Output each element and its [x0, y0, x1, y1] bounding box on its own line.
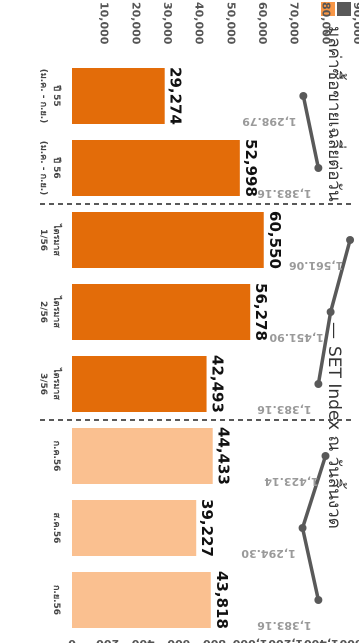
bar-value-label-0: 29,274 [167, 67, 185, 125]
bar-value-label-3: 56,278 [252, 283, 270, 341]
category-label-1-line1: ปี 56 [51, 156, 62, 179]
bar-5 [72, 428, 213, 484]
bar-1 [72, 140, 240, 196]
bar-value-label-7: 43,818 [213, 571, 231, 629]
index-lines [298, 92, 355, 604]
bar-6 [71, 500, 197, 556]
right-axis-tick-3: 600 [167, 637, 190, 643]
category-label-2-line2: 1/56 [38, 229, 48, 251]
left-axis-tick-2: 30,000 [161, 2, 174, 45]
category-label-2-line1: ไตรมาส [51, 223, 63, 256]
bar-value-label-6: 39,227 [198, 499, 216, 557]
index-point-7 [314, 596, 323, 604]
bar-value-label-2: 60,550 [266, 211, 284, 269]
category-label-0-line1: ปี 55 [51, 84, 62, 107]
left-axis-tick-3: 40,000 [193, 2, 206, 45]
right-axis-tick-5: 1,000 [232, 637, 267, 643]
bar-7 [72, 572, 211, 628]
left-axis-tick-0: 10,000 [98, 2, 111, 45]
right-axis-tick-1: 200 [96, 637, 119, 643]
category-label-5-line1: ก.ค.56 [51, 441, 61, 472]
index-line-segment-0 [301, 94, 321, 170]
index-value-label-6: 1,294.30 [241, 547, 296, 560]
left-axis: 10,000 20,000 30,000 40,000 50,000 60,000 70,0… [98, 2, 359, 45]
index-value-label-7: 1,383.16 [257, 619, 312, 632]
bar-2 [72, 212, 264, 268]
left-axis-tick-6: 70,000 [288, 2, 301, 45]
right-axis: 0 200 400 600 800 1,0001,2001,4001,600 [68, 637, 359, 643]
bar-value-label-4: 42,493 [209, 355, 227, 413]
index-point-3 [326, 308, 335, 316]
legend-swatch-bar [321, 2, 335, 16]
category-label-3-line2: 2/56 [38, 301, 48, 323]
separators [37, 203, 351, 421]
right-axis-tick-8: 1,600 [339, 637, 359, 643]
bar-value-label-1: 52,998 [242, 139, 260, 197]
category-label-1-line2: (ม.ค. - ก.ย.) [38, 141, 48, 196]
legend-line-label: SET Index ณ วันสิ้นงวด [324, 346, 347, 529]
index-value-label-4: 1,383.16 [257, 403, 312, 416]
labels: 29,274 52,998 60,550 56,278 42,493 44,433 39,2… [167, 67, 344, 632]
right-axis-tick-0: 0 [68, 637, 76, 643]
left-axis-tick-1: 20,000 [129, 2, 142, 45]
legend-swatch-line [337, 2, 351, 16]
index-point-1 [314, 164, 323, 172]
bar-4 [72, 356, 207, 412]
right-axis-tick-2: 400 [131, 637, 154, 643]
bars [71, 68, 264, 628]
index-point-4 [314, 380, 323, 388]
bar-0 [72, 68, 165, 124]
index-value-label-1: 1,383.16 [257, 187, 312, 200]
index-point-5 [321, 452, 330, 460]
left-axis-tick-4: 50,000 [224, 2, 237, 45]
bar-value-label-5: 44,433 [215, 427, 233, 485]
legend-bar-label: มูลค่าซื้อขายเฉลี่ยต่อวัน [324, 26, 347, 202]
right-axis-tick-6: 1,200 [268, 637, 303, 643]
right-axis-tick-7: 1,400 [304, 637, 339, 643]
category-label-3-line1: ไตรมาส [51, 295, 63, 328]
index-value-label-2: 1,561.06 [289, 259, 344, 272]
left-axis-tick-5: 60,000 [256, 2, 269, 45]
left-axis-tick-7: 80,000 [319, 2, 332, 45]
bar-3 [72, 284, 251, 340]
index-value-label-5: 1,423.14 [264, 475, 319, 488]
category-labels: ปี 55(ม.ค. - ก.ย.)ปี 56(ม.ค. - ก.ย.)ไตรม… [38, 69, 63, 615]
category-label-6-line1: ส.ค.56 [51, 513, 61, 544]
left-axis-tick-8: 90,000 [351, 2, 359, 45]
category-label-0-line2: (ม.ค. - ก.ย.) [38, 69, 48, 124]
category-label-7-line1: ก.ย.56 [51, 585, 61, 615]
index-point-2 [346, 236, 355, 244]
index-value-label-0: 1,298.79 [242, 115, 296, 128]
category-label-4-line2: 3/56 [38, 373, 48, 395]
index-value-label-3: 1,451.90 [269, 331, 324, 344]
index-point-6 [298, 524, 307, 532]
right-axis-tick-4: 800 [203, 637, 226, 643]
index-point-0 [299, 92, 308, 100]
category-label-4-line1: ไตรมาส [51, 367, 63, 400]
